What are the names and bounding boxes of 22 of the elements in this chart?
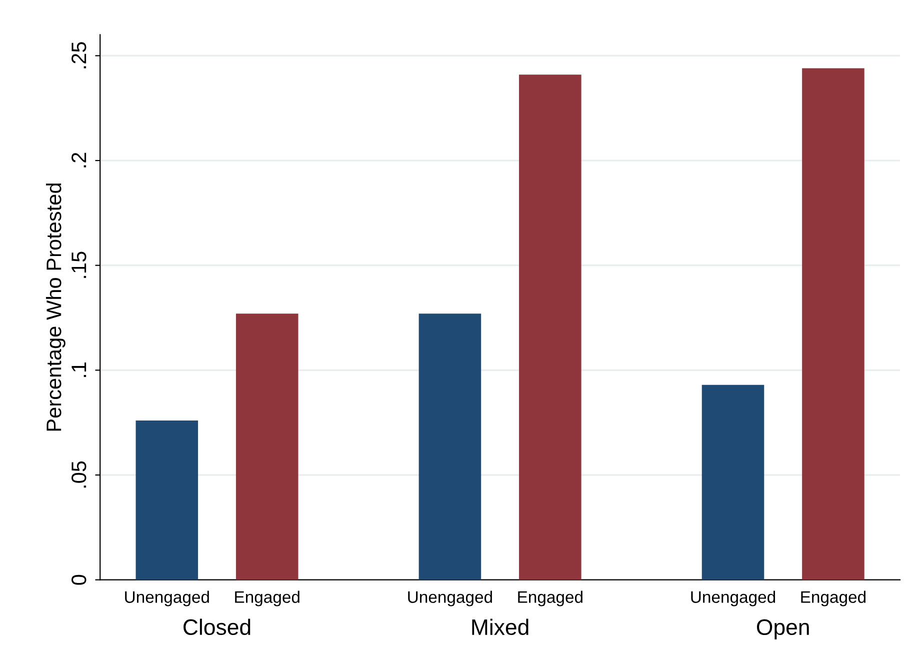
y-axis-title: Percentage Who Protested	[46, 184, 66, 431]
bar	[519, 74, 582, 580]
bar	[236, 314, 298, 580]
bar	[702, 384, 764, 580]
series-label: Unengaged	[691, 590, 776, 606]
series-label: Engaged	[801, 590, 866, 606]
x-tick-label: Closed	[184, 618, 250, 636]
text: Engaged	[518, 590, 582, 606]
text: Unengaged	[125, 590, 209, 606]
text: Unengaged	[408, 590, 492, 606]
bar	[802, 68, 864, 580]
bar	[418, 314, 482, 580]
y-tick-label: 0	[72, 574, 86, 585]
y-tick-label: .2	[72, 152, 86, 168]
y-tick-label: .25	[72, 42, 86, 68]
text: Engaged	[235, 590, 300, 606]
x-tick-label: Mixed	[472, 618, 528, 636]
bar	[136, 420, 198, 580]
y-tick-label: .1	[72, 362, 86, 377]
x-tick-label: Open	[756, 619, 809, 640]
y-tick-label: .05	[72, 461, 86, 488]
y-tick-label: .15	[72, 252, 86, 278]
